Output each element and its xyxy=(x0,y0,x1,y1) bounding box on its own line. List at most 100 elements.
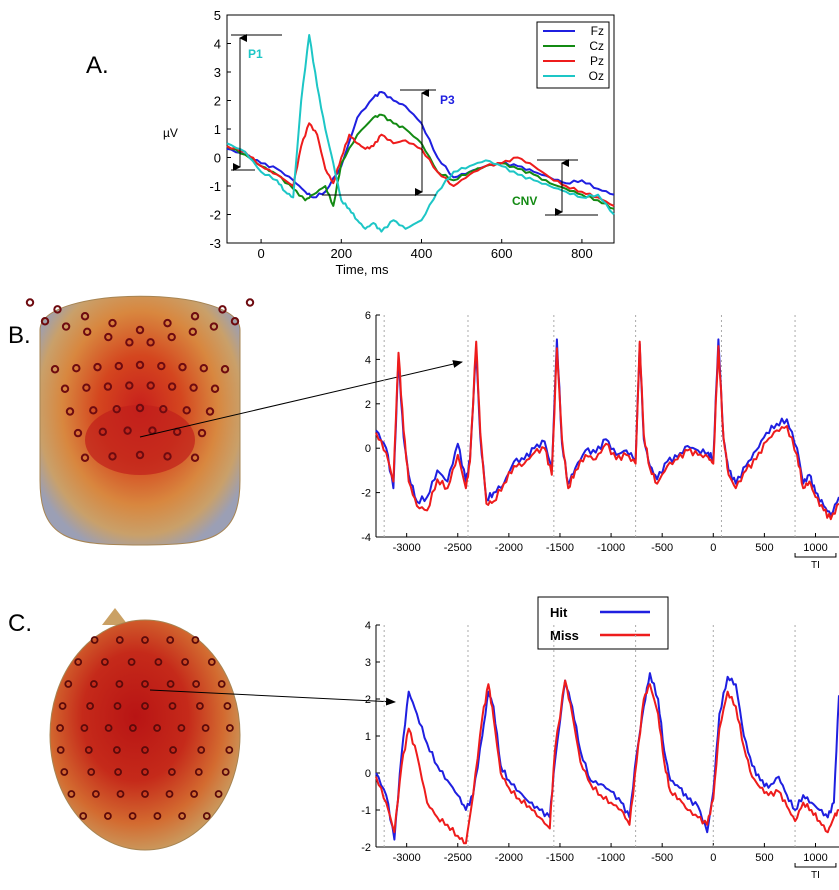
electrode xyxy=(113,746,121,754)
x-tick-label: 1000 xyxy=(803,852,827,864)
head-c xyxy=(49,608,241,851)
electrode xyxy=(178,812,187,820)
electrode xyxy=(190,790,199,798)
electrode xyxy=(225,746,234,754)
electrode xyxy=(214,790,223,798)
chart-a-xlabel: Time, ms xyxy=(336,262,389,277)
nose-shape xyxy=(102,608,128,625)
electrode xyxy=(135,403,145,413)
electrode xyxy=(114,768,122,776)
x-tick-label: -3000 xyxy=(393,542,421,554)
arrow-b xyxy=(139,360,463,438)
electrode xyxy=(50,365,60,374)
legend-miss-label: Miss xyxy=(550,628,579,643)
electrode xyxy=(123,426,132,435)
x-tick-label: -1500 xyxy=(546,852,574,864)
electrode xyxy=(101,658,109,666)
electrode xyxy=(181,658,190,666)
electrode xyxy=(154,658,163,666)
series-hit-line xyxy=(375,338,839,516)
electrode xyxy=(190,453,200,462)
y-tick-label: 0 xyxy=(365,443,371,455)
x-tick-label: 600 xyxy=(491,246,513,261)
electrode xyxy=(167,382,177,391)
electrode xyxy=(86,702,94,710)
x-tick-label: 0 xyxy=(710,542,716,554)
electrode xyxy=(201,724,210,732)
y-tick-label: 3 xyxy=(365,657,371,669)
electrode xyxy=(135,360,145,370)
electrode xyxy=(58,702,67,710)
x-tick-label: -500 xyxy=(651,852,673,864)
electrode xyxy=(209,322,219,331)
electrode xyxy=(115,680,124,688)
electrode xyxy=(189,383,198,392)
chart-b-series xyxy=(375,338,839,521)
electrode xyxy=(199,363,209,373)
electrode xyxy=(230,317,240,326)
x-tick-label: 400 xyxy=(411,246,433,261)
electrode xyxy=(90,636,99,644)
x-tick-label: -3000 xyxy=(393,852,421,864)
electrode xyxy=(197,746,206,754)
electrode xyxy=(73,428,83,438)
electrode xyxy=(60,384,70,393)
electrode xyxy=(177,724,186,732)
electrode xyxy=(153,812,162,820)
y-tick-label: -2 xyxy=(361,842,371,854)
electrode-array-c xyxy=(56,636,234,820)
electrode xyxy=(84,746,93,754)
x-tick-label: 200 xyxy=(330,246,352,261)
panel-label-a: A. xyxy=(86,52,109,79)
electrode xyxy=(103,382,113,391)
y-tick-label: 4 xyxy=(214,37,221,52)
scalp-hotspot xyxy=(85,405,195,475)
electrode xyxy=(65,407,75,416)
electrode xyxy=(163,318,172,328)
electrode xyxy=(221,768,230,776)
electrode xyxy=(89,406,98,415)
electrode xyxy=(87,768,96,776)
electrode xyxy=(115,636,124,644)
electrode xyxy=(163,452,172,461)
electrode xyxy=(205,407,215,416)
x-tick-label: 1000 xyxy=(803,542,827,554)
electrode xyxy=(64,680,73,688)
chart-c: -3000 -2500 -2000 -1500 -1000 -500 0 500 1000 -2 -… xyxy=(361,620,839,881)
y-tick-label: -4 xyxy=(361,532,371,544)
chart-c-axes: -3000 -2500 -2000 -1500 -1000 -500 0 500 1000 -2 -… xyxy=(361,620,839,881)
electrode xyxy=(141,768,149,776)
electrode xyxy=(104,724,113,732)
electrode xyxy=(141,636,149,644)
legend-label-oz: Oz xyxy=(589,69,604,83)
electrode xyxy=(74,658,83,666)
electrode xyxy=(141,790,149,798)
y-tick-label: 2 xyxy=(365,694,371,706)
legend-label-fz: Fz xyxy=(591,24,604,38)
electrode xyxy=(98,427,108,437)
hit-miss-legend-box xyxy=(537,596,669,650)
x-tick-label: -1500 xyxy=(546,542,574,554)
electrode xyxy=(225,724,234,732)
electrode xyxy=(169,746,178,754)
ti-bracket xyxy=(794,553,837,558)
electrode xyxy=(146,338,155,347)
electrode xyxy=(113,702,122,710)
series-cz-line xyxy=(226,113,615,210)
x-tick-label: 500 xyxy=(755,542,773,554)
electrode xyxy=(112,404,121,414)
electrode xyxy=(182,406,191,415)
electrode xyxy=(108,452,117,461)
chart-c-series xyxy=(375,672,839,845)
electrode xyxy=(127,658,136,666)
electrode xyxy=(188,327,198,337)
y-tick-label: 2 xyxy=(214,94,221,109)
electrode xyxy=(83,327,92,337)
series-hit-line xyxy=(375,672,839,841)
y-tick-label: -1 xyxy=(209,179,221,194)
electrode xyxy=(104,332,113,342)
electrode xyxy=(190,312,200,321)
x-tick-label: -500 xyxy=(651,542,673,554)
electrode xyxy=(60,768,69,776)
